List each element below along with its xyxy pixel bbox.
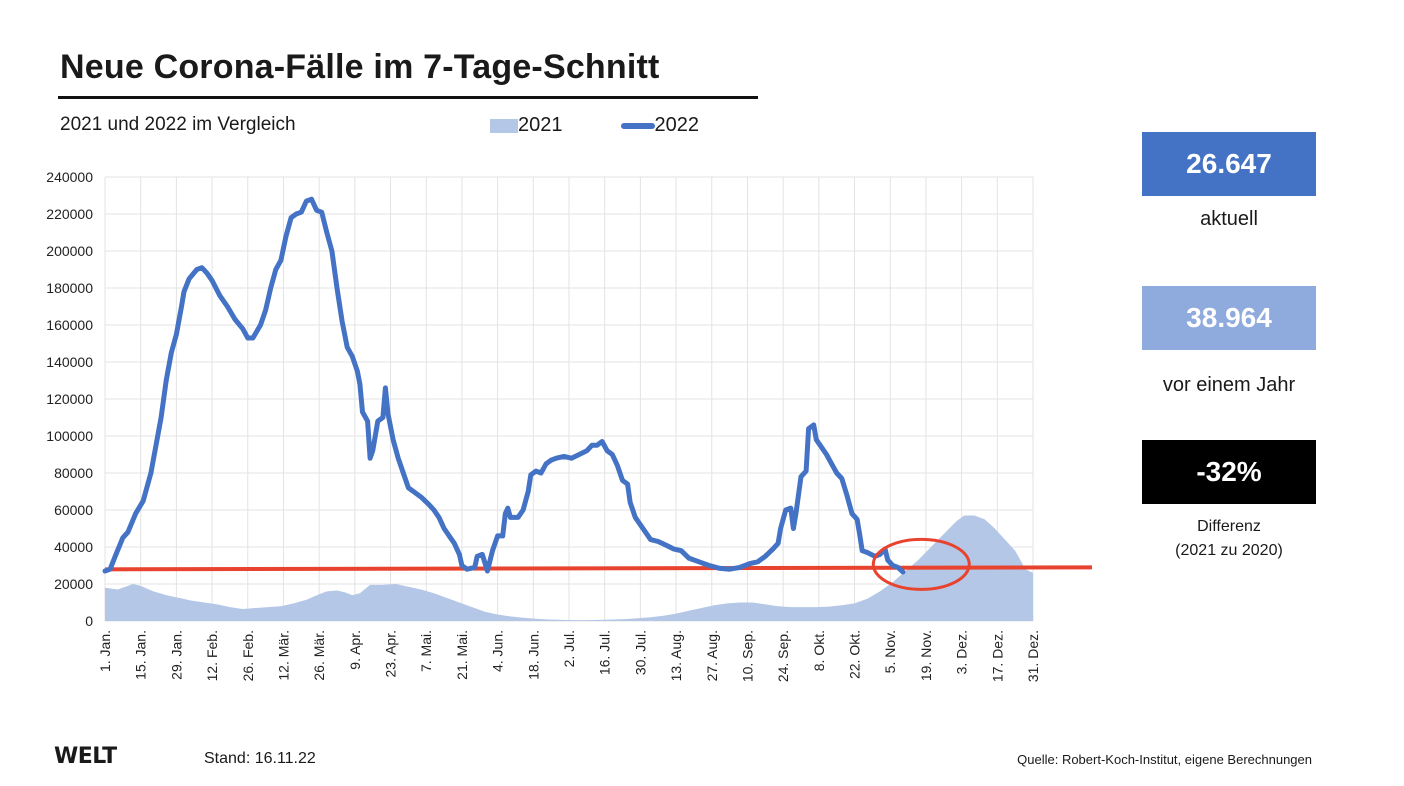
y-tick-label: 0 — [85, 613, 93, 629]
current-value-label: aktuell — [1200, 208, 1258, 230]
x-tick-label: 31. Dez. — [1025, 630, 1041, 682]
x-tick-label: 9. Apr. — [347, 630, 363, 670]
x-tick-label: 8. Okt. — [811, 630, 827, 671]
x-tick-label: 13. Aug. — [668, 630, 684, 681]
chart-title: Neue Corona-Fälle im 7-Tage-Schnitt — [60, 48, 660, 86]
x-tick-label: 16. Jul. — [597, 630, 613, 675]
x-tick-label: 23. Apr. — [383, 630, 399, 677]
difference-label-line2: (2021 zu 2020) — [1175, 542, 1283, 559]
x-tick-label: 30. Jul. — [632, 630, 648, 675]
y-tick-label: 60000 — [54, 502, 93, 518]
y-tick-label: 20000 — [54, 576, 93, 592]
x-tick-label: 19. Nov. — [918, 630, 934, 681]
year-ago-value-box: 38.964 — [1142, 286, 1316, 350]
x-tick-label: 7. Mai. — [418, 630, 434, 672]
y-tick-label: 80000 — [54, 465, 93, 481]
x-tick-label: 22. Okt. — [847, 630, 863, 679]
y-tick-label: 240000 — [46, 169, 93, 185]
legend-item-2022: 2022 — [620, 114, 700, 137]
x-tick-label: 17. Dez. — [989, 630, 1005, 682]
x-tick-label: 12. Mär. — [275, 630, 291, 681]
chart-legend: 2021 2022 — [490, 114, 757, 137]
x-tick-label: 26. Mär. — [311, 630, 327, 681]
x-tick-label: 26. Feb. — [240, 630, 256, 681]
y-tick-label: 200000 — [46, 243, 93, 259]
difference-label: Differenz (2021 zu 2020) — [1120, 515, 1338, 563]
y-tick-label: 100000 — [46, 428, 93, 444]
y-tick-label: 220000 — [46, 206, 93, 222]
x-tick-label: 27. Aug. — [704, 630, 720, 681]
legend-swatch-2022 — [620, 122, 655, 129]
title-underline — [58, 96, 758, 99]
source-note: Quelle: Robert-Koch-Institut, eigene Ber… — [1017, 752, 1312, 767]
x-tick-label: 10. Sep. — [739, 630, 755, 682]
y-tick-label: 180000 — [46, 280, 93, 296]
x-tick-label: 3. Dez. — [954, 630, 970, 674]
legend-item-2021: 2021 — [490, 114, 563, 137]
welt-logo: WELT — [54, 744, 117, 769]
x-tick-label: 5. Nov. — [882, 630, 898, 673]
x-tick-label: 29. Jan. — [168, 630, 184, 680]
difference-label-line1: Differenz — [1197, 518, 1261, 535]
x-tick-label: 1. Jan. — [97, 630, 113, 672]
series-2022-line — [102, 196, 906, 575]
x-tick-label: 15. Jan. — [133, 630, 149, 680]
x-tick-label: 18. Jun. — [525, 630, 541, 680]
difference-box: -32% — [1142, 440, 1316, 504]
legend-label-2021: 2021 — [518, 114, 563, 136]
stand-date: Stand: 16.11.22 — [204, 750, 316, 767]
chart-subtitle: 2021 und 2022 im Vergleich — [60, 114, 296, 135]
legend-label-2022: 2022 — [654, 114, 700, 136]
x-tick-label: 12. Feb. — [204, 630, 220, 681]
y-tick-label: 140000 — [46, 354, 93, 370]
x-tick-label: 24. Sep. — [775, 630, 791, 682]
series-2021-area — [105, 515, 1033, 621]
year-ago-label: vor einem Jahr — [1162, 374, 1296, 396]
x-tick-label: 21. Mai. — [454, 630, 470, 680]
y-tick-label: 160000 — [46, 317, 93, 333]
current-value-box: 26.647 — [1142, 132, 1316, 196]
highlight-circle — [871, 537, 971, 591]
reference-line — [104, 565, 1093, 572]
y-tick-label: 40000 — [54, 539, 93, 555]
x-tick-label: 4. Jun. — [490, 630, 506, 672]
y-tick-label: 120000 — [46, 391, 93, 407]
x-tick-label: 2. Jul. — [561, 630, 577, 667]
legend-swatch-2021 — [490, 118, 518, 133]
